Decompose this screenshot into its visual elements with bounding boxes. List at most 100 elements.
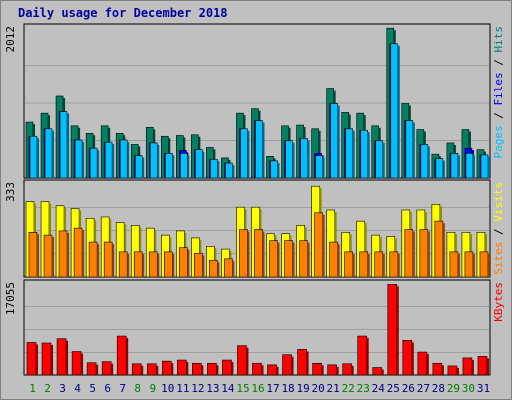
bar-kbytes-day-21-shadow	[336, 366, 339, 375]
bar-pages-day-6-shadow	[112, 144, 115, 178]
bar-sites-day-21-body	[329, 241, 338, 278]
bar-kbytes-day-14-body	[222, 359, 232, 376]
bar-kbytes-day-16-shadow	[261, 365, 264, 375]
bar-kbytes-day-28	[432, 362, 444, 376]
bar-kbytes-day-26	[402, 340, 414, 376]
bar-sites-day-31-body	[479, 251, 489, 278]
bar-pages-day-23-shadow	[367, 132, 370, 178]
bar-pages-day-16	[255, 120, 265, 179]
bar-pages-day-20	[315, 155, 325, 179]
legend-entry: KBytes	[492, 282, 505, 322]
legend-entry: Visits	[492, 182, 505, 222]
bar-sites-day-23-shadow	[367, 253, 370, 277]
x-tick-label: 12	[191, 382, 204, 395]
bar-pages-day-4	[74, 139, 85, 179]
bar-kbytes-day-2	[41, 342, 54, 376]
bar-sites-day-13-shadow	[217, 262, 220, 277]
bar-kbytes-day-3	[56, 338, 69, 376]
bar-kbytes-day-30-body	[462, 357, 473, 376]
bar-pages-day-21-shadow	[337, 105, 340, 178]
bar-pages-day-15-shadow	[247, 130, 250, 178]
bar-pages-day-12-shadow	[202, 151, 205, 178]
bar-pages-day-25-shadow	[397, 45, 400, 178]
bar-sites-day-24	[374, 251, 385, 278]
x-tick-label: 10	[161, 382, 174, 395]
bar-kbytes-day-3-shadow	[66, 340, 69, 375]
bar-visits-day-23-shadow	[364, 223, 367, 277]
y-max-label-kbytes: 17055	[4, 282, 17, 315]
bar-kbytes-day-8-shadow	[141, 365, 144, 375]
bar-pages-day-3-body	[59, 111, 68, 179]
bar-pages-day-24-body	[375, 140, 384, 179]
x-tick-label: 29	[447, 382, 460, 395]
bar-kbytes-day-22-shadow	[351, 365, 354, 375]
bar-pages-day-24-shadow	[382, 142, 385, 178]
bar-sites-day-8	[133, 251, 145, 278]
bar-kbytes-day-29	[447, 365, 459, 376]
bar-pages-day-18-shadow	[292, 142, 295, 178]
legend-entry: Hits	[492, 26, 505, 53]
bar-pages-day-14-body	[225, 162, 233, 179]
bar-sites-day-9-body	[148, 251, 158, 278]
bar-kbytes-day-6-shadow	[111, 363, 114, 375]
x-tick-label: 13	[206, 382, 219, 395]
bar-kbytes-day-23	[357, 335, 369, 376]
bar-sites-day-3-shadow	[67, 232, 70, 277]
bar-sites-day-24-shadow	[382, 253, 385, 277]
bar-kbytes-day-10-body	[161, 360, 172, 376]
bar-pages-day-27-shadow	[427, 146, 430, 178]
bar-sites-day-19-shadow	[307, 242, 310, 277]
bar-sites-day-26-body	[404, 229, 414, 278]
bar-sites-day-4-shadow	[82, 230, 85, 277]
bar-pages-day-10-body	[164, 153, 173, 179]
bar-pages-day-9-body	[149, 142, 158, 179]
x-axis-ticks: 1 2 3 4 5 6 7 8 9 10 11 12 13 14 15 16 17 18 19 20 21 22 23 24 2…	[29, 382, 490, 395]
bar-sites-day-7	[118, 251, 130, 278]
x-tick-label: 27	[417, 382, 430, 395]
bar-sites-day-9	[148, 251, 160, 278]
bars-kbytes	[26, 283, 489, 376]
bar-sites-day-25-body	[389, 251, 399, 278]
bar-pages-day-28-shadow	[442, 160, 445, 178]
bar-pages-day-16-shadow	[262, 122, 265, 178]
bar-kbytes-day-12	[192, 362, 204, 376]
bar-sites-day-30-shadow	[472, 253, 475, 277]
bar-sites-day-7-shadow	[127, 253, 130, 277]
bar-kbytes-day-27	[417, 351, 429, 376]
bar-kbytes-day-19-body	[297, 349, 307, 376]
bar-pages-day-23	[360, 129, 370, 179]
bar-sites-day-28	[434, 220, 445, 278]
bar-pages-day-11	[180, 153, 190, 179]
bar-sites-day-6-body	[103, 241, 113, 278]
bar-kbytes-day-11	[177, 359, 189, 376]
bar-pages-day-2-body	[44, 128, 53, 179]
bar-pages-day-29	[450, 153, 460, 179]
bar-pages-day-30-body	[465, 153, 474, 179]
bar-sites-day-15	[239, 229, 250, 278]
bar-sites-day-23	[359, 251, 370, 278]
bar-sites-day-19	[299, 240, 310, 278]
bar-sites-day-5-body	[88, 241, 98, 278]
y-max-label-hits-files-pages: 2012	[4, 26, 17, 53]
bar-pages-day-31-body	[480, 154, 489, 179]
bar-sites-day-2	[43, 234, 55, 278]
bar-sites-day-11	[179, 247, 190, 278]
bar-pages-day-7-shadow	[127, 141, 130, 178]
bar-kbytes-day-28-shadow	[441, 365, 444, 375]
bar-pages-day-1	[29, 135, 39, 179]
x-tick-label: 24	[372, 382, 386, 395]
bar-sites-day-21-shadow	[337, 244, 340, 277]
bar-kbytes-day-18-body	[282, 354, 292, 376]
x-tick-label: 23	[357, 382, 370, 395]
bar-sites-day-16	[254, 229, 265, 278]
bar-pages-day-23-body	[360, 129, 369, 179]
bar-pages-day-28-body	[435, 158, 444, 179]
bar-kbytes-day-30-shadow	[471, 359, 474, 375]
bar-sites-day-28-shadow	[442, 223, 445, 277]
bar-kbytes-day-24-body	[372, 367, 383, 376]
bar-pages-day-21	[330, 103, 340, 179]
bar-sites-day-1-shadow	[37, 234, 39, 277]
bar-pages-day-18-body	[285, 140, 293, 179]
bar-sites-day-27-body	[419, 229, 429, 278]
bar-kbytes-day-13	[207, 362, 219, 376]
